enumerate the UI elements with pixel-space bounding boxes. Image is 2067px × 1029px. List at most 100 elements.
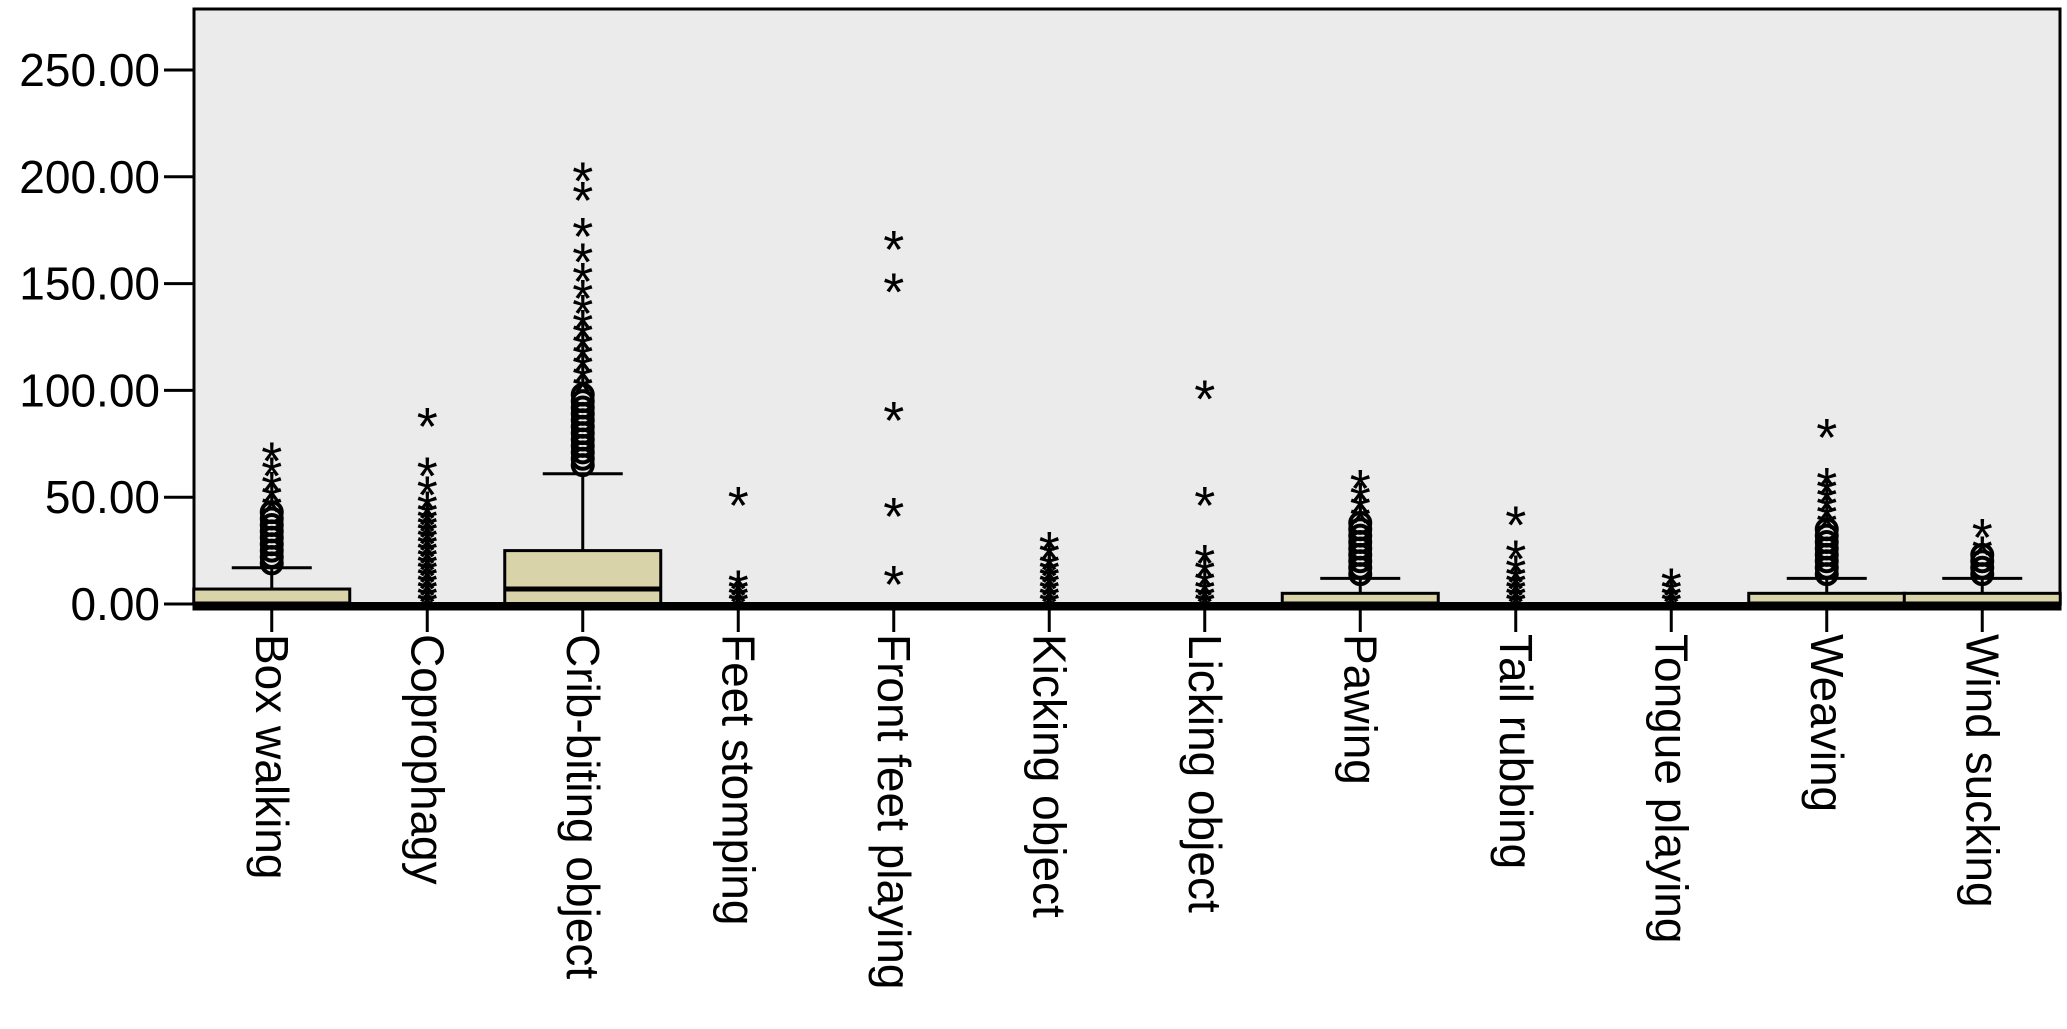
outlier-star: * <box>883 263 904 323</box>
outlier-star: * <box>417 502 438 562</box>
outlier-circle <box>1348 510 1373 535</box>
outlier-star: * <box>572 284 593 344</box>
outlier-star: * <box>417 566 438 626</box>
outlier-star: * <box>572 310 593 370</box>
outlier-star: * <box>1816 457 1837 517</box>
outlier-star: * <box>1505 495 1526 555</box>
outlier-star: * <box>1816 491 1837 551</box>
outlier-star: * <box>417 534 438 594</box>
outlier-star: * <box>883 487 904 547</box>
y-tick-label: 0.00 <box>70 578 160 630</box>
outlier-star: * <box>572 252 593 312</box>
category-label: Weaving <box>1801 634 1853 812</box>
outlier-star: * <box>572 233 593 293</box>
outlier-star: * <box>1816 500 1837 560</box>
box-group: ******** <box>1194 369 1215 638</box>
category-label: Crib-biting object <box>557 634 609 979</box>
outlier-star: * <box>417 446 438 506</box>
outlier-star: * <box>1505 553 1526 613</box>
y-tick-label: 150.00 <box>19 258 160 310</box>
outlier-star: * <box>1350 472 1371 532</box>
outlier-star: * <box>261 472 282 532</box>
outlier-star: * <box>1972 508 1993 568</box>
outlier-star: * <box>1039 547 1060 607</box>
outlier-star: * <box>1194 566 1215 626</box>
outlier-star: * <box>1039 566 1060 626</box>
category-label: Tongue playing <box>1645 634 1697 943</box>
outlier-star: * <box>417 489 438 549</box>
outlier-star: * <box>572 331 593 391</box>
outlier-star: * <box>1350 493 1371 553</box>
y-tick-label: 200.00 <box>19 151 160 203</box>
outlier-star: * <box>728 566 749 626</box>
category-label: Front feet playing <box>868 634 920 989</box>
x-axis: Box walking Coprophagy Crib-biting object F… <box>194 602 2060 989</box>
category-label: Pawing <box>1334 634 1386 785</box>
outlier-star: * <box>572 171 593 231</box>
outlier-star: * <box>1816 408 1837 468</box>
outlier-star: * <box>572 152 593 212</box>
outlier-star: * <box>261 483 282 543</box>
box <box>503 549 663 606</box>
outlier-star: * <box>1505 566 1526 626</box>
box-group: ***** <box>883 220 904 615</box>
outlier-star: * <box>883 391 904 451</box>
outlier-circle <box>1814 517 1839 542</box>
outlier-star: * <box>1194 547 1215 607</box>
plot-area <box>192 7 2062 611</box>
outlier-circle <box>570 382 595 407</box>
outlier-star: * <box>417 527 438 587</box>
box-group: ***** <box>192 431 352 607</box>
outlier-star: * <box>1194 476 1215 536</box>
outlier-star: * <box>1972 525 1993 585</box>
outlier-star: * <box>417 515 438 575</box>
outlier-star: * <box>572 207 593 267</box>
category-label: Coprophagy <box>401 634 453 885</box>
outlier-star: * <box>572 352 593 412</box>
y-tick-label: 50.00 <box>45 471 160 523</box>
outlier-star: * <box>1194 369 1215 429</box>
y-tick-label: 100.00 <box>19 364 160 416</box>
outlier-star: * <box>417 547 438 607</box>
outlier-star: * <box>1816 466 1837 526</box>
outlier-circle <box>259 500 284 525</box>
outlier-star: * <box>1039 540 1060 600</box>
outlier-star: * <box>1039 530 1060 590</box>
outlier-star: * <box>728 476 749 536</box>
outlier-star: * <box>572 342 593 402</box>
outlier-star: * <box>261 461 282 521</box>
outlier-star: * <box>417 495 438 555</box>
outlier-star: * <box>417 397 438 457</box>
category-label: Box walking <box>246 634 298 879</box>
outlier-star: * <box>572 320 593 380</box>
outlier-star: * <box>417 508 438 568</box>
outlier-star: * <box>1816 474 1837 534</box>
outlier-star: * <box>883 555 904 615</box>
outlier-star: * <box>1039 521 1060 581</box>
category-label: Tail rubbing <box>1490 634 1542 869</box>
category-label: Wind sucking <box>1956 634 2008 908</box>
outlier-star: * <box>261 446 282 506</box>
outlier-star: * <box>417 480 438 540</box>
outlier-star: * <box>417 553 438 613</box>
outlier-star: * <box>572 299 593 359</box>
box-group: ******* <box>1747 408 1907 607</box>
category-label: Licking object <box>1179 634 1231 913</box>
outlier-star: * <box>417 466 438 526</box>
category-label: Feet stomping <box>712 634 764 925</box>
outlier-star: * <box>1350 483 1371 543</box>
y-axis: 0.00 50.00 100.00 150.00 200.00 250.00 <box>19 44 194 630</box>
outlier-circle <box>1970 542 1995 567</box>
outlier-star: * <box>1505 545 1526 605</box>
outlier-star: * <box>1505 530 1526 590</box>
outlier-star: * <box>1194 534 1215 594</box>
outlier-star: * <box>883 220 904 280</box>
outlier-star: * <box>1661 566 1682 626</box>
outlier-star: * <box>1039 553 1060 613</box>
box-group: ************** <box>503 152 663 606</box>
outlier-star: * <box>417 540 438 600</box>
outlier-star: * <box>417 521 438 581</box>
outlier-star: * <box>1350 459 1371 519</box>
category-label: Kicking object <box>1023 634 1075 918</box>
